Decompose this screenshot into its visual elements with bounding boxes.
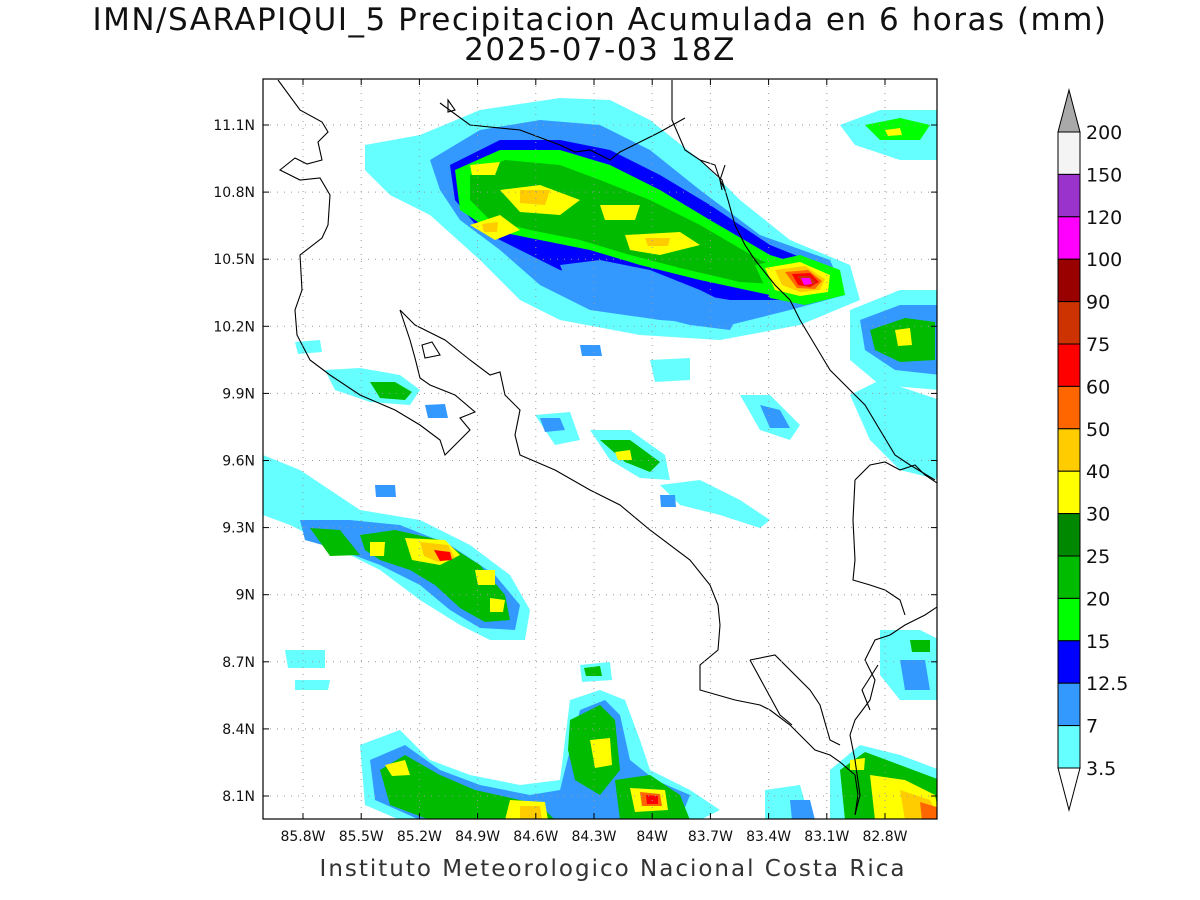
colorbar-legend: 200 150 120 100 90 75 60 50 40 30 25 20 15 12.5 7 3.5 xyxy=(1057,88,1128,812)
lat-tick-label: 9N xyxy=(236,588,255,604)
colorbar-label: 40 xyxy=(1086,461,1110,483)
colorbar-swatch xyxy=(1057,428,1081,472)
lat-tick-label: 10.2N xyxy=(213,319,255,335)
lon-tick-label: 84W xyxy=(636,829,668,845)
colorbar-label: 7 xyxy=(1086,716,1098,738)
lat-tick-label: 11.1N xyxy=(213,118,255,134)
colorbar-swatch xyxy=(1057,640,1081,684)
lon-tick-label: 82.8W xyxy=(862,829,907,845)
colorbar-label: 200 xyxy=(1086,122,1122,144)
lat-tick-label: 8.4N xyxy=(222,722,255,738)
colorbar-label: 30 xyxy=(1086,504,1110,526)
lat-tick-label: 9.6N xyxy=(222,454,255,470)
longitude-axis: 85.8W 85.5W 85.2W 84.9W 84.6W 84.3W 84W 83.7W 83… xyxy=(280,79,908,845)
colorbar-swatch xyxy=(1057,343,1081,387)
colorbar-min-triangle xyxy=(1057,767,1081,812)
colorbar-label: 50 xyxy=(1086,419,1110,441)
colorbar-label: 100 xyxy=(1086,249,1122,271)
colorbar-label: 150 xyxy=(1086,164,1122,186)
south-rain-band xyxy=(360,662,815,819)
latitude-axis: 11.1N 10.8N 10.5N 10.2N 9.9N 9.6N 9.3N 9N 8.7N 8.… xyxy=(213,118,937,805)
colorbar-label: 20 xyxy=(1086,588,1110,610)
scattered-cells xyxy=(295,340,937,528)
colorbar-swatch xyxy=(1057,258,1081,303)
colorbar-swatch xyxy=(1057,513,1081,557)
colorbar-swatch xyxy=(1057,725,1081,769)
colorbar-swatch xyxy=(1057,597,1081,642)
lon-tick-label: 83.4W xyxy=(746,829,791,845)
colorbar-swatch xyxy=(1057,470,1081,515)
colorbar-label: 15 xyxy=(1086,631,1110,653)
colorbar-label: 120 xyxy=(1086,207,1122,229)
colorbar-swatch xyxy=(1057,555,1081,599)
coastlines xyxy=(277,79,937,816)
north-rain-band xyxy=(365,98,937,340)
colorbar-label: 90 xyxy=(1086,292,1110,314)
southeast-rain-cluster xyxy=(830,630,937,819)
colorbar-swatch xyxy=(1057,216,1081,260)
lat-tick-label: 10.5N xyxy=(213,252,255,268)
colorbar-swatch xyxy=(1057,173,1081,218)
lat-tick-label: 10.8N xyxy=(213,185,255,201)
colorbar-max-triangle xyxy=(1057,88,1081,133)
colorbar-swatch xyxy=(1057,385,1081,430)
colorbar-label: 75 xyxy=(1086,334,1110,356)
colorbar-label: 12.5 xyxy=(1086,673,1128,695)
colorbar-swatch xyxy=(1057,131,1081,175)
lat-tick-label: 9.3N xyxy=(222,521,255,537)
graticule xyxy=(263,79,937,819)
lat-tick-label: 8.7N xyxy=(222,655,255,671)
lon-tick-label: 84.3W xyxy=(571,829,616,845)
lon-tick-label: 85.5W xyxy=(339,829,384,845)
colorbar-label: 60 xyxy=(1086,376,1110,398)
map-title: IMN/SARAPIQUI_5 Precipitacion Acumulada … xyxy=(92,2,1108,38)
lon-tick-label: 84.9W xyxy=(455,829,500,845)
colorbar-label: 25 xyxy=(1086,546,1110,568)
map-datetime: 2025-07-03 18Z xyxy=(464,32,736,68)
colorbar-label: 3.5 xyxy=(1086,758,1116,780)
footer-credit: Instituto Meteorologico Nacional Costa R… xyxy=(319,856,907,882)
lon-tick-label: 84.6W xyxy=(513,829,558,845)
lon-tick-label: 85.2W xyxy=(397,829,442,845)
colorbar-swatch xyxy=(1057,301,1081,345)
east-rain-cluster xyxy=(850,290,937,390)
colorbar-swatch xyxy=(1057,682,1081,727)
precipitation-field xyxy=(263,98,937,819)
lon-tick-label: 83.1W xyxy=(804,829,849,845)
map-frame xyxy=(262,78,938,820)
lon-tick-label: 85.8W xyxy=(280,829,325,845)
lat-tick-label: 9.9N xyxy=(222,386,255,402)
lon-tick-label: 83.7W xyxy=(688,829,733,845)
southwest-rain-band xyxy=(263,455,530,690)
lat-tick-label: 8.1N xyxy=(222,789,255,805)
